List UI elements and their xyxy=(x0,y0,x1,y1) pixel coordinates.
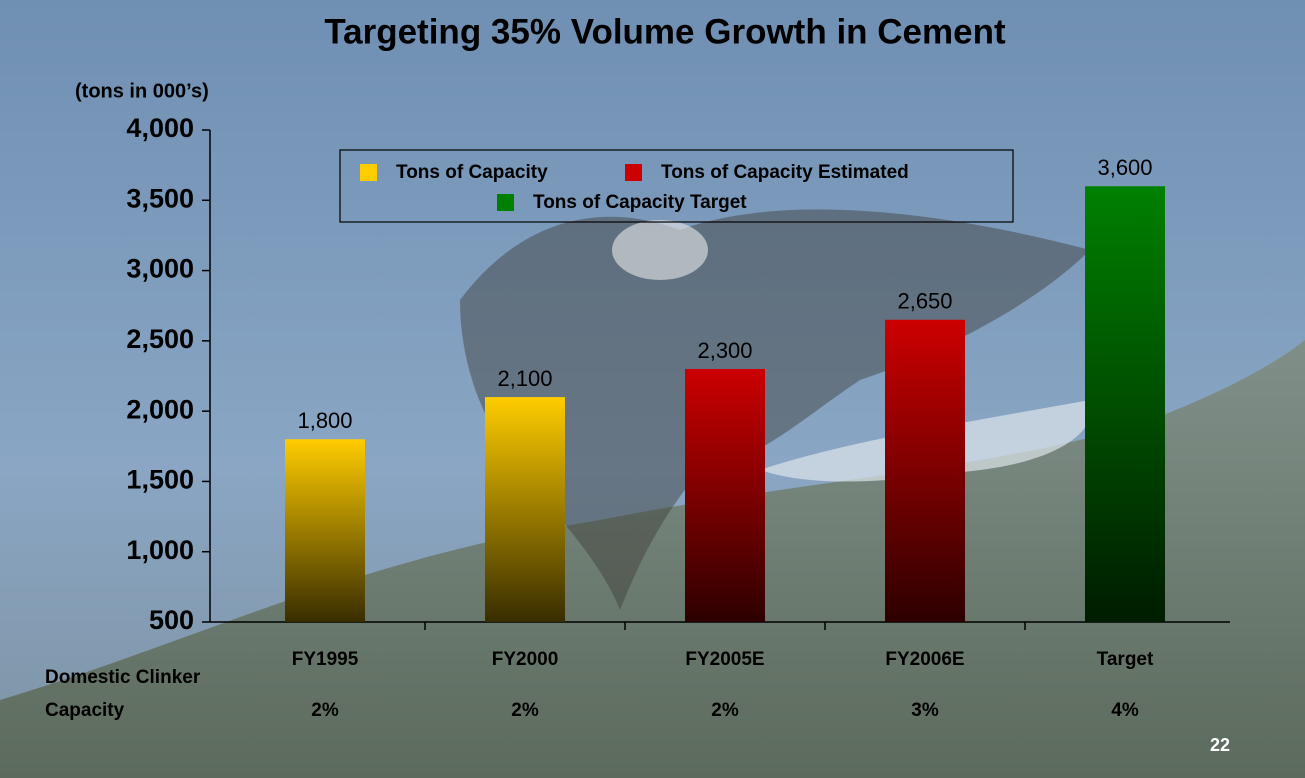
x-tick-label: Target xyxy=(1097,649,1154,670)
value-label: 3,600 xyxy=(1097,155,1152,180)
legend-label: Tons of Capacity Target xyxy=(533,192,747,213)
bar xyxy=(1085,186,1165,622)
y-tick-label: 2,500 xyxy=(126,324,194,354)
x-tick-label: FY2000 xyxy=(492,649,559,670)
legend-swatch xyxy=(625,164,642,181)
x-tick-label: FY2005E xyxy=(685,649,764,670)
legend-swatch xyxy=(497,194,514,211)
y-tick-label: 500 xyxy=(149,605,194,635)
legend-label: Tons of Capacity xyxy=(396,162,548,183)
y-tick-label: 3,000 xyxy=(126,254,194,284)
legend-label: Tons of Capacity Estimated xyxy=(661,162,909,183)
x-tick-label: FY1995 xyxy=(292,649,359,670)
bar xyxy=(685,369,765,622)
y-tick-label: 4,000 xyxy=(126,113,194,143)
row-value: 2% xyxy=(511,700,539,721)
y-tick-label: 1,000 xyxy=(126,535,194,565)
row-value: 2% xyxy=(311,700,339,721)
page-number: 22 xyxy=(1210,735,1230,755)
y-tick-label: 2,000 xyxy=(126,394,194,424)
row-value: 2% xyxy=(711,700,739,721)
y-tick-label: 3,500 xyxy=(126,183,194,213)
y-tick-label: 1,500 xyxy=(126,465,194,495)
page: Targeting 35% Volume Growth in Cement (t… xyxy=(0,0,1305,778)
x-tick-label: FY2006E xyxy=(885,649,964,670)
row-label: Capacity xyxy=(45,700,125,721)
row-value: 3% xyxy=(911,700,939,721)
value-label: 1,800 xyxy=(297,408,352,433)
y-axis-label: (tons in 000’s) xyxy=(75,80,209,102)
value-label: 2,650 xyxy=(897,289,952,314)
bar xyxy=(285,439,365,622)
bar xyxy=(485,397,565,622)
chart-title: Targeting 35% Volume Growth in Cement xyxy=(324,12,1006,51)
value-label: 2,100 xyxy=(497,366,552,391)
row-value: 4% xyxy=(1111,700,1139,721)
legend-swatch xyxy=(360,164,377,181)
value-label: 2,300 xyxy=(697,338,752,363)
row-label: Domestic Clinker xyxy=(45,667,201,688)
bar xyxy=(885,320,965,622)
eagle-head xyxy=(612,220,708,280)
chart: Targeting 35% Volume Growth in Cement (t… xyxy=(0,0,1305,778)
